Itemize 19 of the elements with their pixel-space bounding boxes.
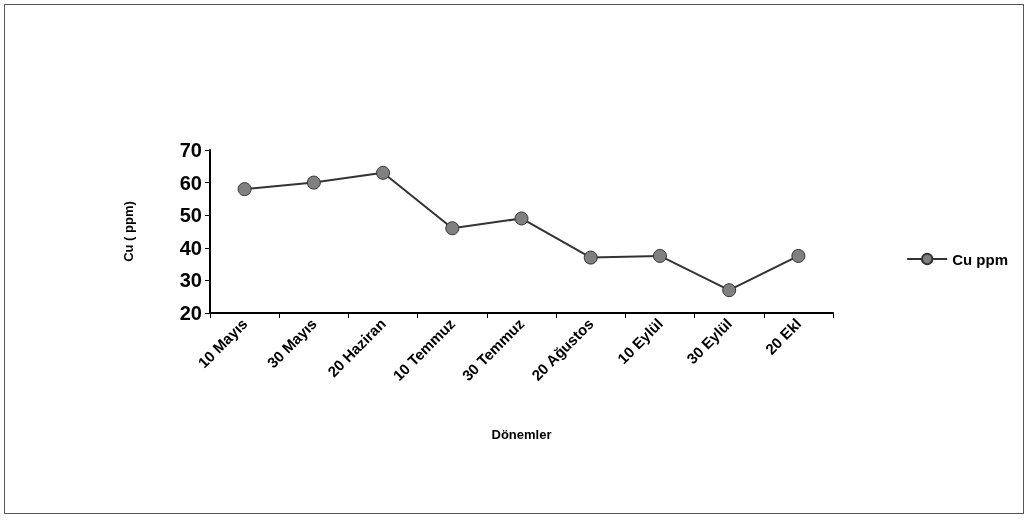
y-axis-title: Cu ( ppm) xyxy=(121,201,136,262)
y-tick-label: 50 xyxy=(179,204,202,227)
legend-label: Cu ppm xyxy=(952,250,1008,268)
point xyxy=(791,248,806,263)
point xyxy=(514,211,529,226)
point xyxy=(237,182,252,197)
point xyxy=(376,165,391,180)
x-tick-label: 20 Ekl xyxy=(761,314,805,358)
y-tick-label: 60 xyxy=(179,171,202,194)
x-axis-title: Dönemler xyxy=(491,427,552,442)
y-tick-label: 70 xyxy=(179,139,202,161)
y-tick-label: 30 xyxy=(179,269,202,292)
point xyxy=(306,175,321,190)
point xyxy=(652,248,667,263)
point xyxy=(445,221,460,236)
y-tick-label: 20 xyxy=(179,302,202,324)
y-tick-label: 40 xyxy=(179,236,202,259)
point xyxy=(583,250,598,265)
point xyxy=(722,283,737,298)
